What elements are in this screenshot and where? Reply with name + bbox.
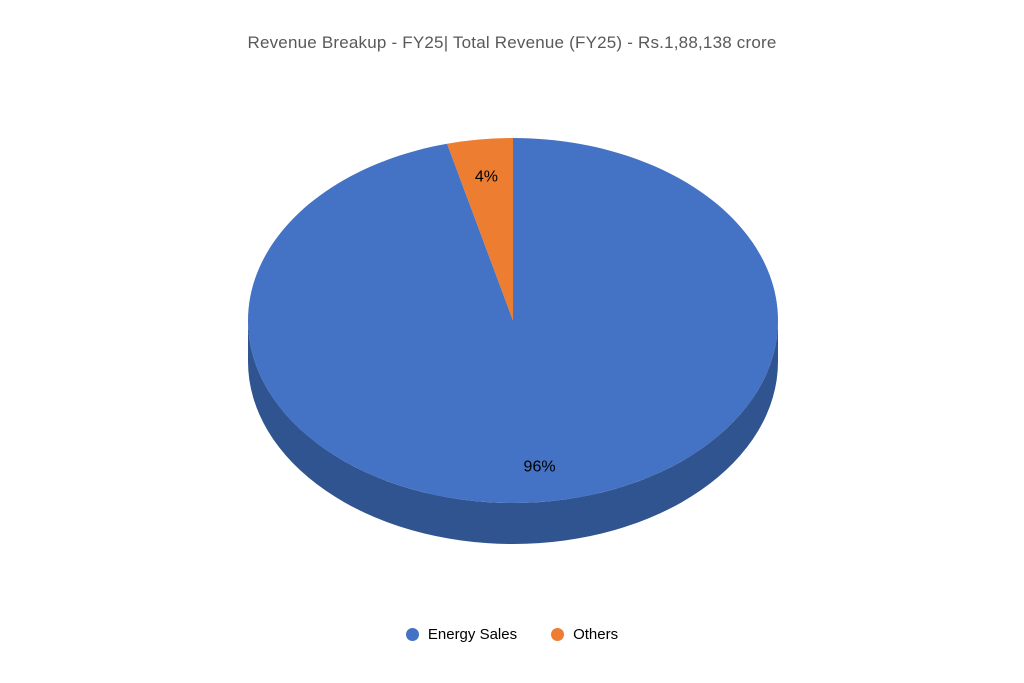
pie-slice-others[interactable]	[447, 138, 513, 321]
data-label-others: 4%	[475, 169, 498, 186]
legend-label-energy-sales: Energy Sales	[427, 626, 518, 643]
legend: Energy Sales Others	[0, 626, 1024, 643]
legend-marker-others-icon	[551, 628, 565, 641]
legend-marker-energy-sales-icon	[405, 628, 419, 641]
pie-slice-energy-sales[interactable]	[247, 138, 779, 503]
legend-label-others: Others	[573, 626, 619, 643]
legend-item-energy-sales[interactable]: Energy Sales	[405, 626, 518, 643]
pie-side-rim	[248, 320, 779, 545]
legend-item-others[interactable]: Others	[551, 626, 618, 643]
data-label-energy-sales: 96%	[524, 458, 556, 475]
chart-title: Revenue Breakup - FY25| Total Revenue (F…	[247, 33, 777, 52]
